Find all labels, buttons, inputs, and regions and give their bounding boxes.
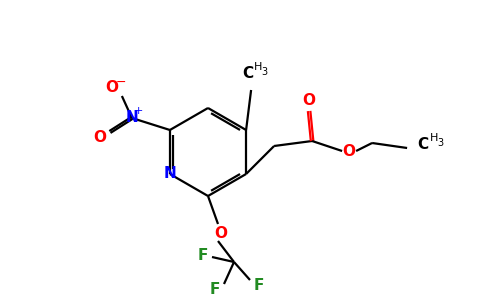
Text: 3: 3: [261, 67, 267, 77]
Text: H: H: [430, 133, 439, 143]
Text: F: F: [254, 278, 264, 293]
Text: 3: 3: [437, 138, 443, 148]
Text: O: O: [214, 226, 227, 241]
Text: C: C: [242, 67, 254, 82]
Text: N: N: [125, 110, 138, 125]
Text: C: C: [418, 136, 429, 152]
Text: O: O: [302, 92, 316, 107]
Text: F: F: [210, 283, 220, 298]
Text: H: H: [254, 62, 262, 72]
Text: −: −: [116, 76, 126, 88]
Text: +: +: [134, 106, 144, 116]
Text: F: F: [198, 248, 208, 262]
Text: N: N: [164, 167, 176, 182]
Text: O: O: [106, 80, 119, 95]
Text: O: O: [93, 130, 106, 145]
Text: O: O: [343, 143, 356, 158]
